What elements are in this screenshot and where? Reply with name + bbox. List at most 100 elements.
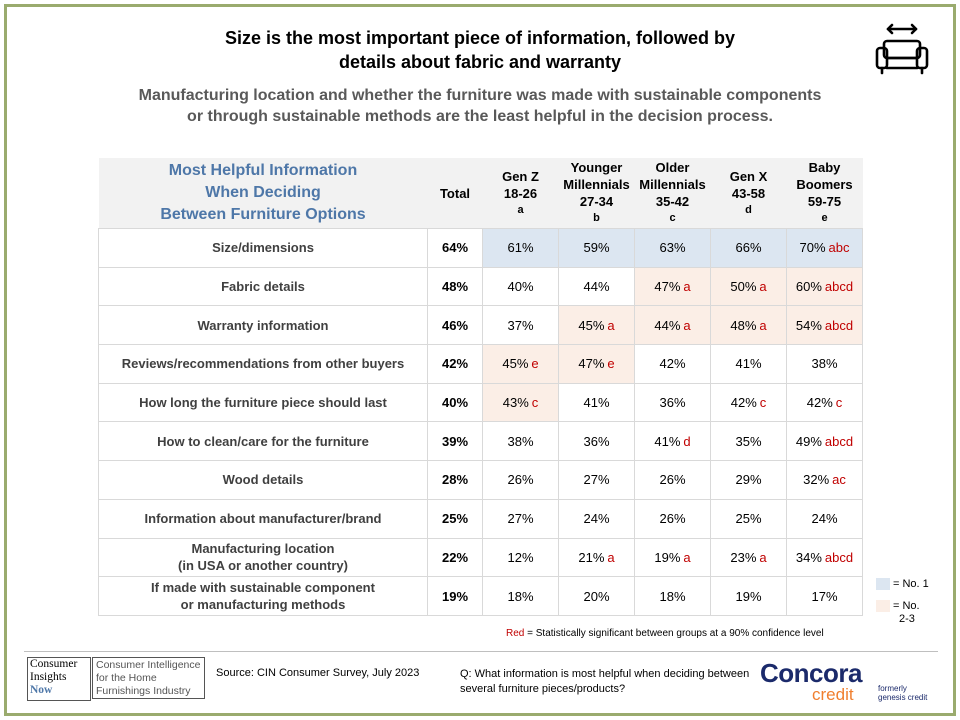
significance-letters: a (607, 549, 615, 565)
significance-letters: e (531, 356, 539, 372)
footer-divider (24, 651, 938, 652)
title-line-1: Size is the most important piece of info… (224, 28, 736, 48)
value-cell: 24% (558, 498, 635, 539)
value-cell: 26% (634, 498, 711, 539)
value-cell: 36% (558, 421, 635, 462)
value-cell: 63% (634, 228, 711, 268)
row-label: If made with sustainable component or man… (98, 576, 428, 616)
value-cell: 49% abcd (786, 421, 863, 462)
group-header-gen-x: Gen X 43-58 d (710, 158, 787, 229)
sofa-resize-icon (875, 23, 929, 75)
value-cell: 27% (558, 460, 635, 500)
total-cell: 28% (427, 460, 483, 500)
significance-letters: a (759, 317, 767, 333)
table-row: How long the furniture piece should last… (98, 382, 863, 423)
value-cell: 45% e (482, 344, 559, 384)
concora-wordmark: Concora (760, 658, 862, 688)
total-cell: 19% (427, 576, 483, 616)
footnote-red-word: Red (506, 628, 525, 639)
table-header-row: Most Helpful Information When Deciding B… (98, 158, 863, 229)
value-cell: 12% (482, 537, 559, 578)
value-cell: 44% a (634, 305, 711, 346)
significance-letters: abcd (824, 317, 854, 333)
value-cell: 44% (558, 266, 635, 307)
value-cell: 21% a (558, 537, 635, 578)
significance-letters: d (683, 433, 691, 449)
significance-letters: a (683, 317, 691, 333)
significance-letters: ac (832, 472, 846, 488)
cin-tagline: Consumer Intelligence for the Home Furni… (92, 657, 205, 699)
legend-no1-label: = No. 1 (893, 578, 929, 590)
value-cell: 50% a (710, 266, 787, 307)
value-cell: 24% (786, 498, 863, 539)
value-cell: 18% (634, 576, 711, 616)
value-cell: 32% ac (786, 460, 863, 500)
row-label: Warranty information (98, 305, 428, 346)
concora-credit-logo: Concora credit formerly genesis credit (760, 658, 930, 708)
significance-letters: abcd (824, 549, 854, 565)
value-cell: 42% c (710, 382, 787, 423)
total-cell: 42% (427, 344, 483, 384)
value-cell: 70% abc (786, 228, 863, 268)
table-row: Information about manufacturer/brand 25% 2… (98, 498, 863, 539)
row-label: How long the furniture piece should last (98, 382, 428, 423)
table-row: If made with sustainable component or man… (98, 576, 863, 616)
value-cell: 29% (710, 460, 787, 500)
total-cell: 40% (427, 382, 483, 423)
value-cell: 34% abcd (786, 537, 863, 578)
value-cell: 43% c (482, 382, 559, 423)
table-header-title: Most Helpful Information When Deciding B… (98, 158, 428, 229)
significance-letters: e (607, 356, 615, 372)
results-table: Most Helpful Information When Deciding B… (98, 158, 863, 616)
source-text: Source: CIN Consumer Survey, July 2023 (216, 667, 420, 679)
value-cell: 41% d (634, 421, 711, 462)
total-cell: 48% (427, 266, 483, 307)
title-line-2: details about fabric and warranty (338, 52, 622, 72)
significance-letters: c (759, 395, 767, 411)
total-cell: 64% (427, 228, 483, 268)
value-cell: 41% (710, 344, 787, 384)
value-cell: 19% (710, 576, 787, 616)
value-cell: 66% (710, 228, 787, 268)
table-row: Size/dimensions 64% 61% 59% 63% 66% 70% abc (98, 228, 863, 268)
slide-frame (4, 4, 956, 716)
concora-credit-word: credit (812, 685, 854, 704)
table-body: Size/dimensions 64% 61% 59% 63% 66% 70% abc Fabr… (98, 228, 863, 616)
table-row: Fabric details 48% 40% 44% 47% a 50% a 60% abcd (98, 266, 863, 307)
value-cell: 38% (482, 421, 559, 462)
significance-letters: a (683, 279, 691, 295)
table-row: How to clean/care for the furniture 39% 38… (98, 421, 863, 462)
value-cell: 26% (634, 460, 711, 500)
value-cell: 47% a (634, 266, 711, 307)
total-cell: 46% (427, 305, 483, 346)
total-cell: 22% (427, 537, 483, 578)
value-cell: 23% a (710, 537, 787, 578)
table-row: Manufacturing location (in USA or another… (98, 537, 863, 578)
group-header-younger-millennials: Younger Millennials 27-34 b (558, 158, 635, 229)
value-cell: 25% (710, 498, 787, 539)
survey-question: Q: What information is most helpful when… (460, 668, 750, 695)
row-label: Wood details (98, 460, 428, 500)
value-cell: 27% (482, 498, 559, 539)
subtitle-line-1: Manufacturing location and whether the f… (138, 87, 822, 104)
significance-letters: abcd (824, 279, 854, 295)
slide-title: Size is the most important piece of info… (160, 26, 800, 74)
value-cell: 60% abcd (786, 266, 863, 307)
value-cell: 37% (482, 305, 559, 346)
significance-letters: a (759, 549, 767, 565)
total-cell: 25% (427, 498, 483, 539)
group-header-older-millennials: Older Millennials 35-42 c (634, 158, 711, 229)
value-cell: 48% a (710, 305, 787, 346)
value-cell: 42% c (786, 382, 863, 423)
value-cell: 36% (634, 382, 711, 423)
cin-logo: Consumer Insights Now (27, 657, 91, 701)
row-label: Reviews/recommendations from other buyer… (98, 344, 428, 384)
table-row: Warranty information 46% 37% 45% a 44% a 48% a 54… (98, 305, 863, 346)
slide-subtitle: Manufacturing location and whether the f… (110, 85, 850, 127)
row-label: How to clean/care for the furniture (98, 421, 428, 462)
total-header: Total (427, 158, 483, 229)
row-label: Manufacturing location (in USA or another… (98, 537, 428, 578)
significance-letters: a (759, 279, 767, 295)
value-cell: 18% (482, 576, 559, 616)
value-cell: 40% (482, 266, 559, 307)
